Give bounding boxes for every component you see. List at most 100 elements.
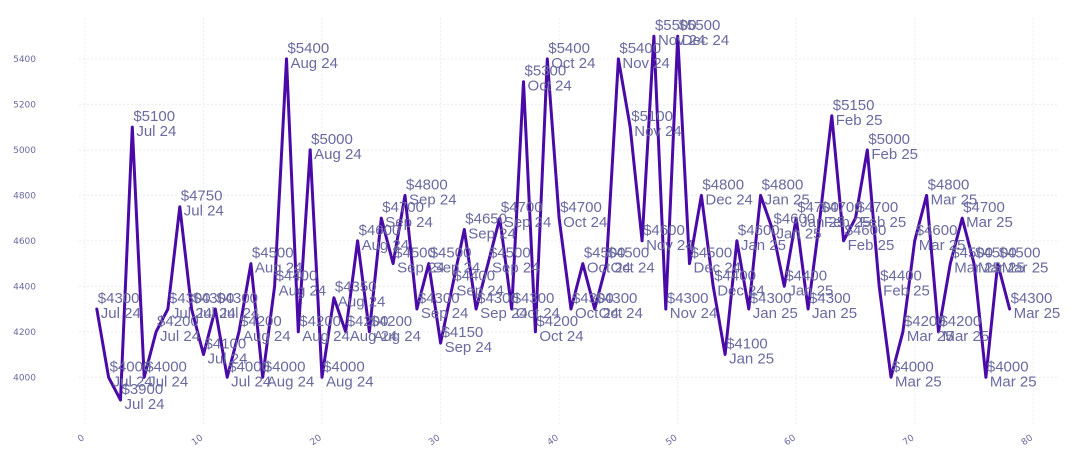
month-label: Nov 24	[670, 305, 718, 322]
price-label: $4300	[667, 290, 709, 307]
month-label: Jan 25	[729, 351, 774, 368]
month-label: Sep 24	[468, 225, 516, 242]
price-label: $4200	[347, 313, 389, 330]
price-label: $4350	[335, 279, 377, 296]
month-label: Sep 24	[409, 191, 457, 208]
month-label: Mar 25	[1002, 260, 1049, 277]
x-tick-label: 0	[76, 433, 87, 445]
y-tick-label: 4000	[13, 373, 36, 383]
price-label: $4200	[939, 313, 981, 330]
y-tick-label: 4800	[13, 191, 36, 201]
price-label: $4400	[785, 267, 827, 284]
price-label: $4300	[809, 290, 851, 307]
month-label: Aug 24	[338, 294, 386, 311]
month-label: Nov 24	[634, 123, 682, 140]
month-label: Aug 24	[255, 260, 303, 277]
month-label: Sep 24	[385, 214, 433, 231]
price-label: $4500	[489, 245, 531, 262]
price-label: $4750	[181, 188, 223, 205]
y-tick-label: 4600	[13, 237, 36, 247]
month-label: Feb 25	[848, 237, 895, 254]
price-label: $4500	[691, 245, 733, 262]
month-label: Dec 24	[705, 191, 753, 208]
month-label: Jul 24	[219, 305, 259, 322]
price-label: $4400	[453, 267, 495, 284]
price-label: $4200	[370, 313, 412, 330]
y-tick-label: 4400	[13, 282, 36, 292]
x-tick-label: 40	[546, 433, 561, 448]
month-label: Jul 24	[113, 373, 153, 390]
month-label: Feb 25	[836, 112, 883, 129]
x-tick-label: 60	[783, 433, 798, 448]
month-label: Mar 25	[895, 373, 942, 390]
price-label: $4700	[382, 199, 424, 216]
month-label: Nov 24	[658, 32, 706, 49]
month-label: Jul 24	[231, 373, 271, 390]
price-label: $4500	[951, 245, 993, 262]
month-label: Jul 24	[172, 305, 212, 322]
price-label: $4300	[169, 290, 211, 307]
month-label: Oct 24	[611, 260, 655, 277]
month-label: Sep 24	[492, 260, 540, 277]
price-label: $4200	[240, 313, 282, 330]
price-label: $4600	[845, 222, 887, 239]
price-label: $4300	[193, 290, 235, 307]
month-label: Jan 25	[753, 305, 798, 322]
price-label: $4800	[928, 176, 970, 193]
price-label: $5500	[655, 17, 697, 34]
month-label: Nov 24	[646, 237, 694, 254]
price-label: $4700	[797, 199, 839, 216]
month-label: Aug 24	[326, 373, 374, 390]
x-axis: 0 10 20 30 40 50 60 70 80	[76, 433, 1035, 448]
month-label: Oct 24	[575, 305, 619, 322]
month-label: Mar 25	[990, 373, 1037, 390]
price-label: $4700	[963, 199, 1005, 216]
y-tick-label: 4200	[13, 328, 36, 338]
price-label: $4100	[204, 336, 246, 353]
price-label: $4500	[584, 245, 626, 262]
price-label: $4600	[359, 222, 401, 239]
month-label: Nov 24	[622, 55, 670, 72]
month-label: Jul 24	[184, 203, 224, 220]
price-label: $4000	[264, 358, 306, 375]
price-label: $4300	[98, 290, 140, 307]
month-label: Mar 25	[966, 214, 1013, 231]
price-label: $3900	[121, 381, 163, 398]
price-label: $4600	[916, 222, 958, 239]
month-label: Aug 24	[243, 328, 291, 345]
month-label: Dec 24	[682, 32, 730, 49]
month-label: Jan 25	[765, 191, 810, 208]
month-label: Jul 24	[124, 396, 164, 413]
price-label: $4700	[856, 199, 898, 216]
month-label: Oct 24	[599, 305, 643, 322]
price-line	[95, 34, 1012, 402]
price-label: $4800	[702, 176, 744, 193]
price-label: $4400	[714, 267, 756, 284]
